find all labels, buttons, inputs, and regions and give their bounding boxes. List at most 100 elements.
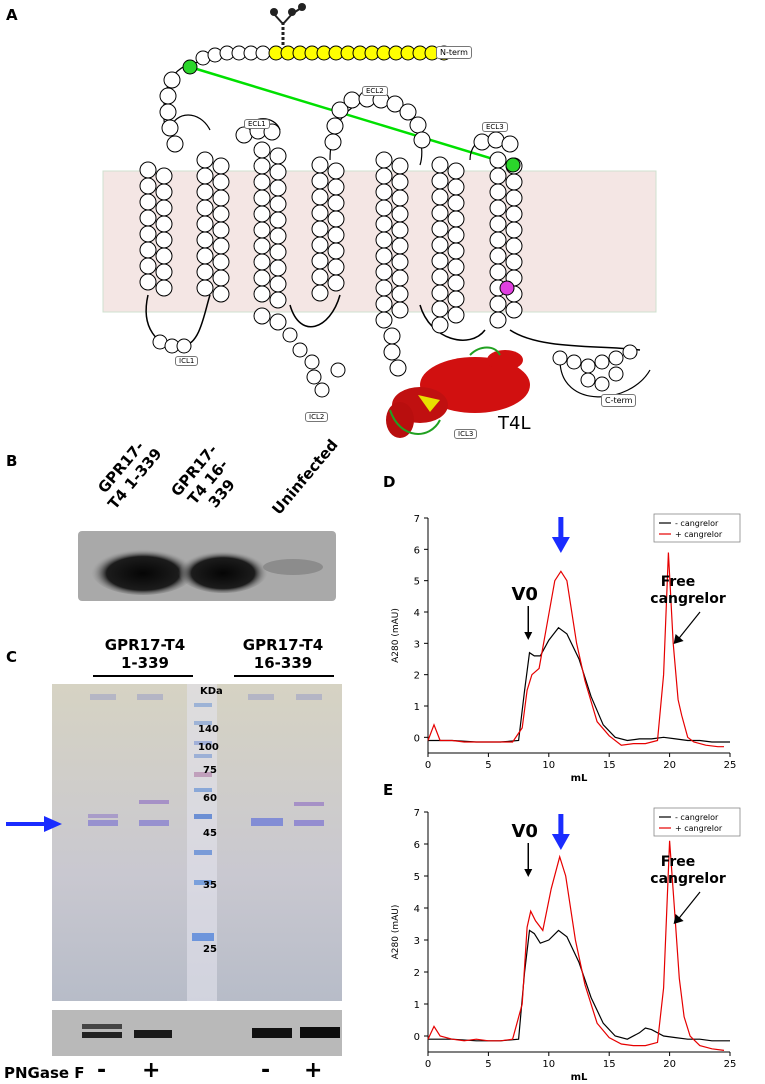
y-tick-label: 2 xyxy=(414,968,420,979)
pngase-sign-3: - xyxy=(261,1058,271,1083)
x-tick-label: 0 xyxy=(425,1059,431,1070)
y-tick-label: 1 xyxy=(414,702,420,713)
panel-letter-b: B xyxy=(6,452,18,470)
blue-arrow-head xyxy=(551,834,570,850)
nterm-residues xyxy=(195,45,271,66)
disulfide-bond xyxy=(189,65,514,167)
western-blot-b xyxy=(78,531,336,601)
icl1-tag: ICL1 xyxy=(175,356,199,366)
band-lane-3 xyxy=(263,559,323,575)
group-name: GPR17-T4 xyxy=(242,636,324,654)
icl2-tag: ICL2 xyxy=(305,412,329,422)
free-cangrelor-label: cangrelor xyxy=(650,871,726,887)
pngase-sign-1: - xyxy=(97,1058,107,1083)
ladder-bands xyxy=(192,703,214,941)
y-tick-label: 3 xyxy=(414,936,420,947)
nterm-yellow-residues xyxy=(268,45,452,61)
sample-bands xyxy=(88,800,324,826)
cys-residue-ecl3 xyxy=(505,157,521,173)
helix-tm2 xyxy=(196,151,230,303)
ladder-label-75: 75 xyxy=(203,765,217,776)
ladder-label-60: 60 xyxy=(203,793,217,804)
free-cangrelor-arrow xyxy=(677,891,701,921)
legend-label: - cangrelor xyxy=(675,519,719,528)
band-lane-1 xyxy=(91,547,195,595)
x-tick-label: 15 xyxy=(603,760,616,771)
x-axis-label: mL xyxy=(571,1072,588,1083)
v0-label: V0 xyxy=(511,584,537,605)
free-cangrelor-arrow-head xyxy=(673,634,684,644)
blue-arrow-head xyxy=(551,537,570,553)
panel-letter-a: A xyxy=(6,6,18,24)
group-range: 16-339 xyxy=(253,654,313,672)
gel-group-1-label: GPR17-T4 1-339 xyxy=(90,636,200,672)
ecl3-tag: ECL3 xyxy=(482,122,508,132)
y-tick-label: 6 xyxy=(414,545,420,556)
legend-box xyxy=(653,513,741,543)
y-tick-label: 7 xyxy=(414,514,420,525)
x-tick-label: 0 xyxy=(425,760,431,771)
y-axis-label: A280 (mAU) xyxy=(391,905,401,960)
y-tick-label: 3 xyxy=(414,639,420,650)
free-cangrelor-label: Free xyxy=(661,574,696,590)
chart-d: 0 5 10 15 20 25 0 1 2 3 4 5 6 7 mL A280 (mAU) - cangrelo… xyxy=(391,513,741,784)
cterm-tag: C-term xyxy=(601,394,637,407)
v0-arrow-head xyxy=(524,869,533,877)
x-tick-label: 10 xyxy=(542,1059,555,1070)
y-tick-label: 1 xyxy=(414,1000,420,1011)
lane-label-text: GPR17-T4 16-339 xyxy=(167,440,239,512)
pngase-sign-4: + xyxy=(304,1058,323,1083)
blue-arrow-c xyxy=(6,816,62,832)
western-blot-c xyxy=(52,1010,342,1056)
cys-residue-nterm xyxy=(182,59,198,75)
x-tick-label: 25 xyxy=(724,760,737,771)
legend-box xyxy=(653,807,741,837)
x-tick-label: 5 xyxy=(485,1059,491,1070)
y-tick-label: 6 xyxy=(414,840,420,851)
y-axis-label: A280 (mAU) xyxy=(391,608,401,663)
x-tick-label: 10 xyxy=(542,760,555,771)
lane-label-text: GPR17-T4 1-339 xyxy=(94,437,166,513)
legend-label: + cangrelor xyxy=(675,530,723,539)
panel-letter-d: D xyxy=(383,473,396,491)
x-tick-label: 5 xyxy=(485,760,491,771)
series-line-plus-cangrelor xyxy=(427,552,724,748)
nterm-tag: N-term xyxy=(436,46,472,59)
x-tick-label: 15 xyxy=(603,1059,616,1070)
pngase-label: PNGase F xyxy=(4,1064,85,1082)
lane-label-text: Uninfected xyxy=(268,435,342,519)
series-line-plus-cangrelor xyxy=(427,840,725,1051)
series-line-minus-cangrelor xyxy=(428,929,730,1042)
x-axis-label: mL xyxy=(571,773,588,784)
ladder-label-45: 45 xyxy=(203,828,217,839)
legend-label: + cangrelor xyxy=(675,824,723,833)
x-tick-label: 20 xyxy=(663,1059,676,1070)
group-range: 1-339 xyxy=(121,654,169,672)
v0-label: V0 xyxy=(511,821,537,842)
y-tick-label: 7 xyxy=(414,808,420,819)
chart-e: 0 5 10 15 20 25 0 1 2 3 4 5 6 7 mL A280 (mAU) - cangrelo… xyxy=(391,807,741,1083)
ladder-label-25: 25 xyxy=(203,944,217,955)
y-tick-label: 5 xyxy=(414,872,420,883)
y-tick-label: 5 xyxy=(414,577,420,588)
free-cangrelor-label: Free xyxy=(661,854,696,870)
lane-label-16-339: GPR17-T4 16-339 xyxy=(162,434,255,530)
helix-tm4 xyxy=(311,156,345,302)
t4l-label: T4L xyxy=(498,413,531,434)
helix-tm5 xyxy=(375,151,409,377)
panel-letter-e: E xyxy=(383,781,394,799)
legend-label: - cangrelor xyxy=(675,813,719,822)
group-underline-1 xyxy=(93,675,193,677)
ecl2-tag: ECL2 xyxy=(362,86,388,96)
pngase-sign-2: + xyxy=(142,1058,161,1083)
ecl1-tag: ECL1 xyxy=(244,119,270,129)
helix-tm3 xyxy=(253,141,287,331)
group-name: GPR17-T4 xyxy=(104,636,186,654)
v0-arrow-head xyxy=(524,632,533,640)
icl3-tag: ICL3 xyxy=(454,429,478,439)
free-cangrelor-label: cangrelor xyxy=(650,591,726,607)
free-cangrelor-arrow-head xyxy=(673,914,684,924)
helix-tm7 xyxy=(489,151,523,329)
kda-label: KDa xyxy=(200,686,223,697)
ladder-label-100: 100 xyxy=(198,742,219,753)
